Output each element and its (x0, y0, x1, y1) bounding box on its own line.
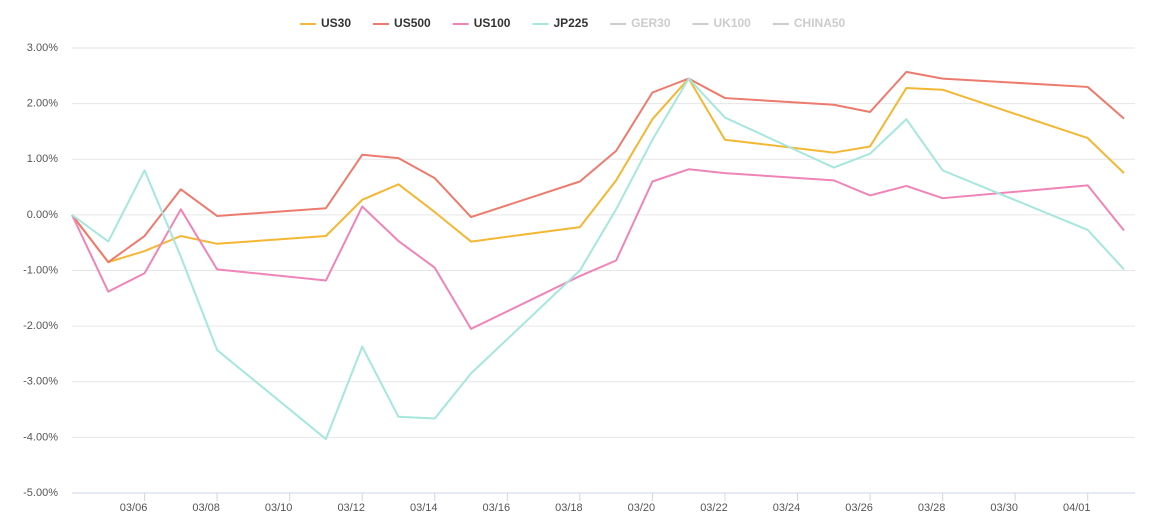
legend-item[interactable]: UK100 (692, 16, 752, 30)
x-tick-label: 03/18 (555, 502, 583, 514)
series-line (71, 168, 1125, 330)
legend-item[interactable]: GER30 (610, 16, 671, 30)
legend-label: CHINA50 (794, 16, 846, 30)
series-line (71, 77, 1125, 441)
x-tick-label: 03/14 (410, 502, 438, 514)
legend-label: US100 (474, 16, 511, 30)
y-tick-label: 3.00% (27, 42, 58, 54)
legend-label: US500 (394, 16, 431, 30)
x-tick-label: 03/08 (192, 502, 220, 514)
legend-label: JP225 (553, 16, 588, 30)
y-tick-label: -4.00% (23, 431, 58, 443)
x-tick-label: 03/12 (337, 502, 365, 514)
series-line (71, 70, 1125, 264)
legend-label: GER30 (631, 16, 671, 30)
legend-item[interactable]: US30 (300, 16, 351, 30)
x-tick-label: 03/20 (628, 502, 656, 514)
x-tick-label: 03/30 (990, 502, 1018, 514)
x-tick-label: 03/16 (483, 502, 511, 514)
y-tick-label: -1.00% (23, 264, 58, 276)
legend-item[interactable]: US500 (373, 16, 431, 30)
legend-label: US30 (321, 16, 351, 30)
y-tick-label: 0.00% (27, 209, 58, 221)
series-line (71, 77, 1125, 264)
legend-item[interactable]: JP225 (532, 16, 588, 30)
y-tick-label: -2.00% (23, 320, 58, 332)
y-tick-label: -3.00% (23, 376, 58, 388)
legend-item[interactable]: CHINA50 (772, 16, 846, 30)
x-tick-label: 04/01 (1063, 502, 1091, 514)
y-tick-label: -5.00% (23, 487, 58, 499)
x-tick-label: 03/10 (265, 502, 293, 514)
legend-label: UK100 (714, 16, 752, 30)
x-tick-label: 03/26 (845, 502, 873, 514)
x-tick-label: 03/28 (918, 502, 946, 514)
legend-item[interactable]: US100 (452, 16, 511, 30)
x-tick-label: 03/22 (700, 502, 728, 514)
x-tick-label: 03/24 (773, 502, 801, 514)
y-tick-label: 2.00% (27, 98, 58, 110)
x-tick-label: 03/06 (120, 502, 148, 514)
y-tick-label: 1.00% (27, 153, 58, 165)
